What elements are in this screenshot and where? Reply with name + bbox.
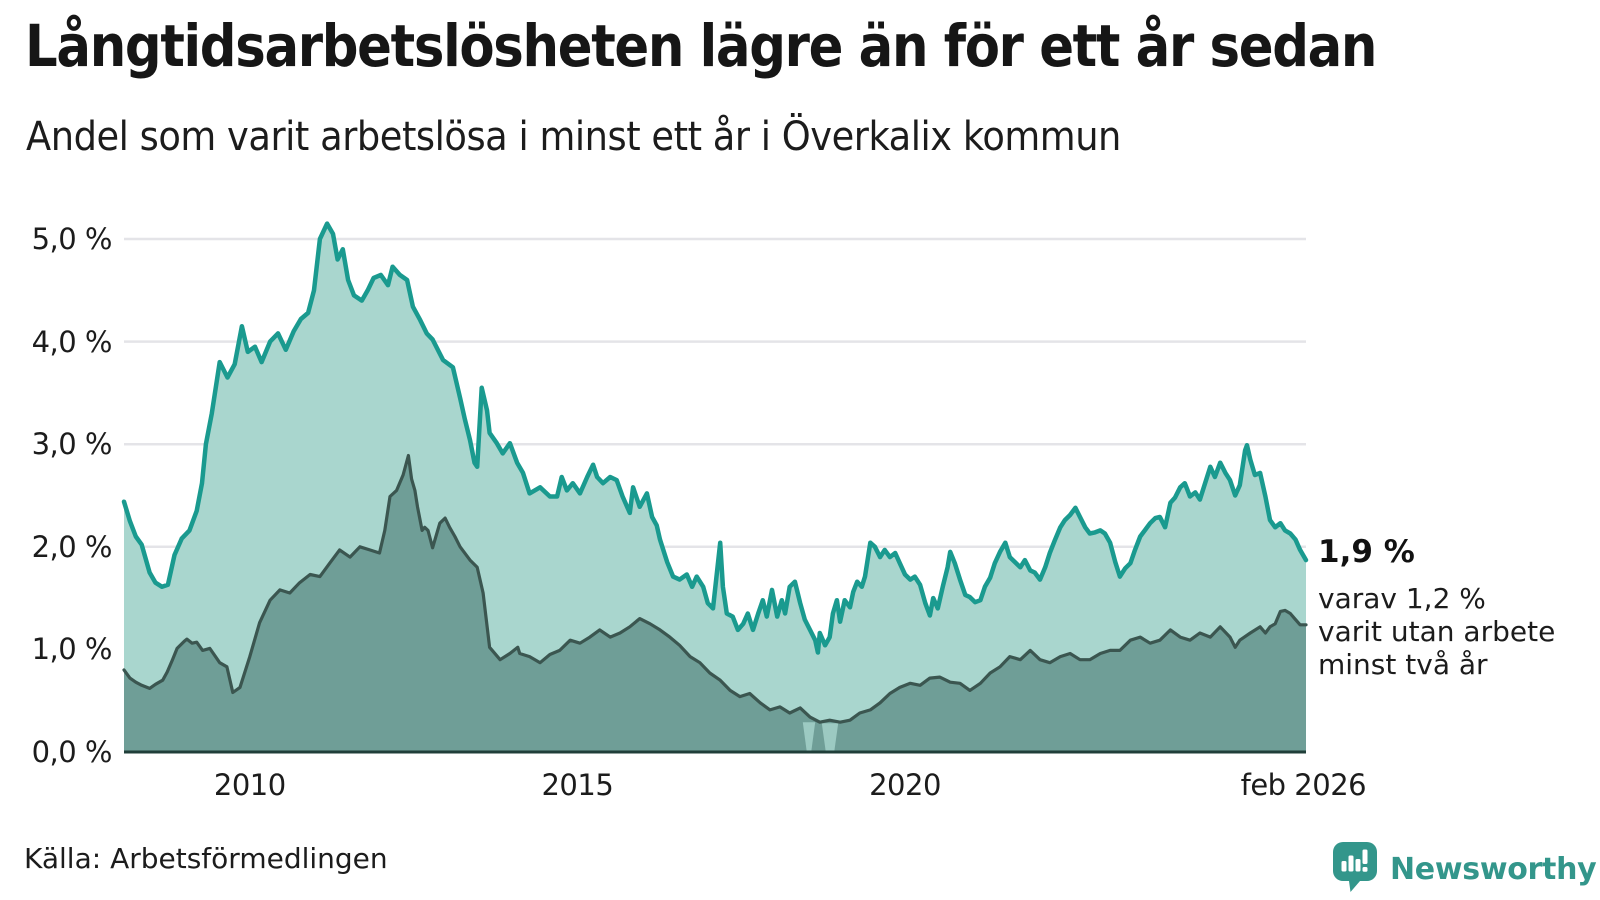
page-subtitle: Andel som varit arbetslösa i minst ett å…	[26, 114, 1121, 160]
annotation-line: minst två år	[1318, 648, 1488, 681]
x-tick-label: 2010	[213, 768, 286, 802]
y-tick-label: 2,0 %	[31, 529, 113, 564]
y-tick-label: 4,0 %	[31, 324, 113, 359]
y-tick-label: 3,0 %	[31, 427, 113, 462]
x-tick-label: feb 2026	[1240, 768, 1367, 802]
y-tick-label: 0,0 %	[31, 735, 113, 769]
newsworthy-bubble-chart-icon	[1333, 842, 1377, 892]
newsworthy-wordmark: Newsworthy	[1390, 852, 1597, 887]
x-tick-label: 2015	[541, 768, 614, 802]
source-note: Källa: Arbetsförmedlingen	[24, 842, 388, 875]
area-fill-min-two-years	[124, 455, 1306, 752]
y-tick-label: 1,0 %	[31, 632, 113, 667]
line-min-two-years	[122, 453, 1308, 724]
x-tick-label: 2020	[869, 768, 941, 802]
latest-value-label: 1,9 %	[1318, 534, 1415, 570]
annotation-line: varit utan arbete	[1318, 615, 1556, 648]
newsworthy-logo: Newsworthy	[1333, 842, 1597, 892]
page-title: Långtidsarbetslösheten lägre än för ett …	[25, 12, 1377, 80]
line-min-one-year	[121, 221, 1309, 655]
y-tick-label: 5,0 %	[31, 222, 113, 256]
end-value-annotation: 1,9 % varav 1,2 % varit utan arbete mins…	[1318, 534, 1555, 681]
data-gap-notch	[821, 723, 839, 752]
annotation-line: varav 1,2 %	[1318, 582, 1486, 615]
data-gap-notch	[802, 722, 816, 752]
